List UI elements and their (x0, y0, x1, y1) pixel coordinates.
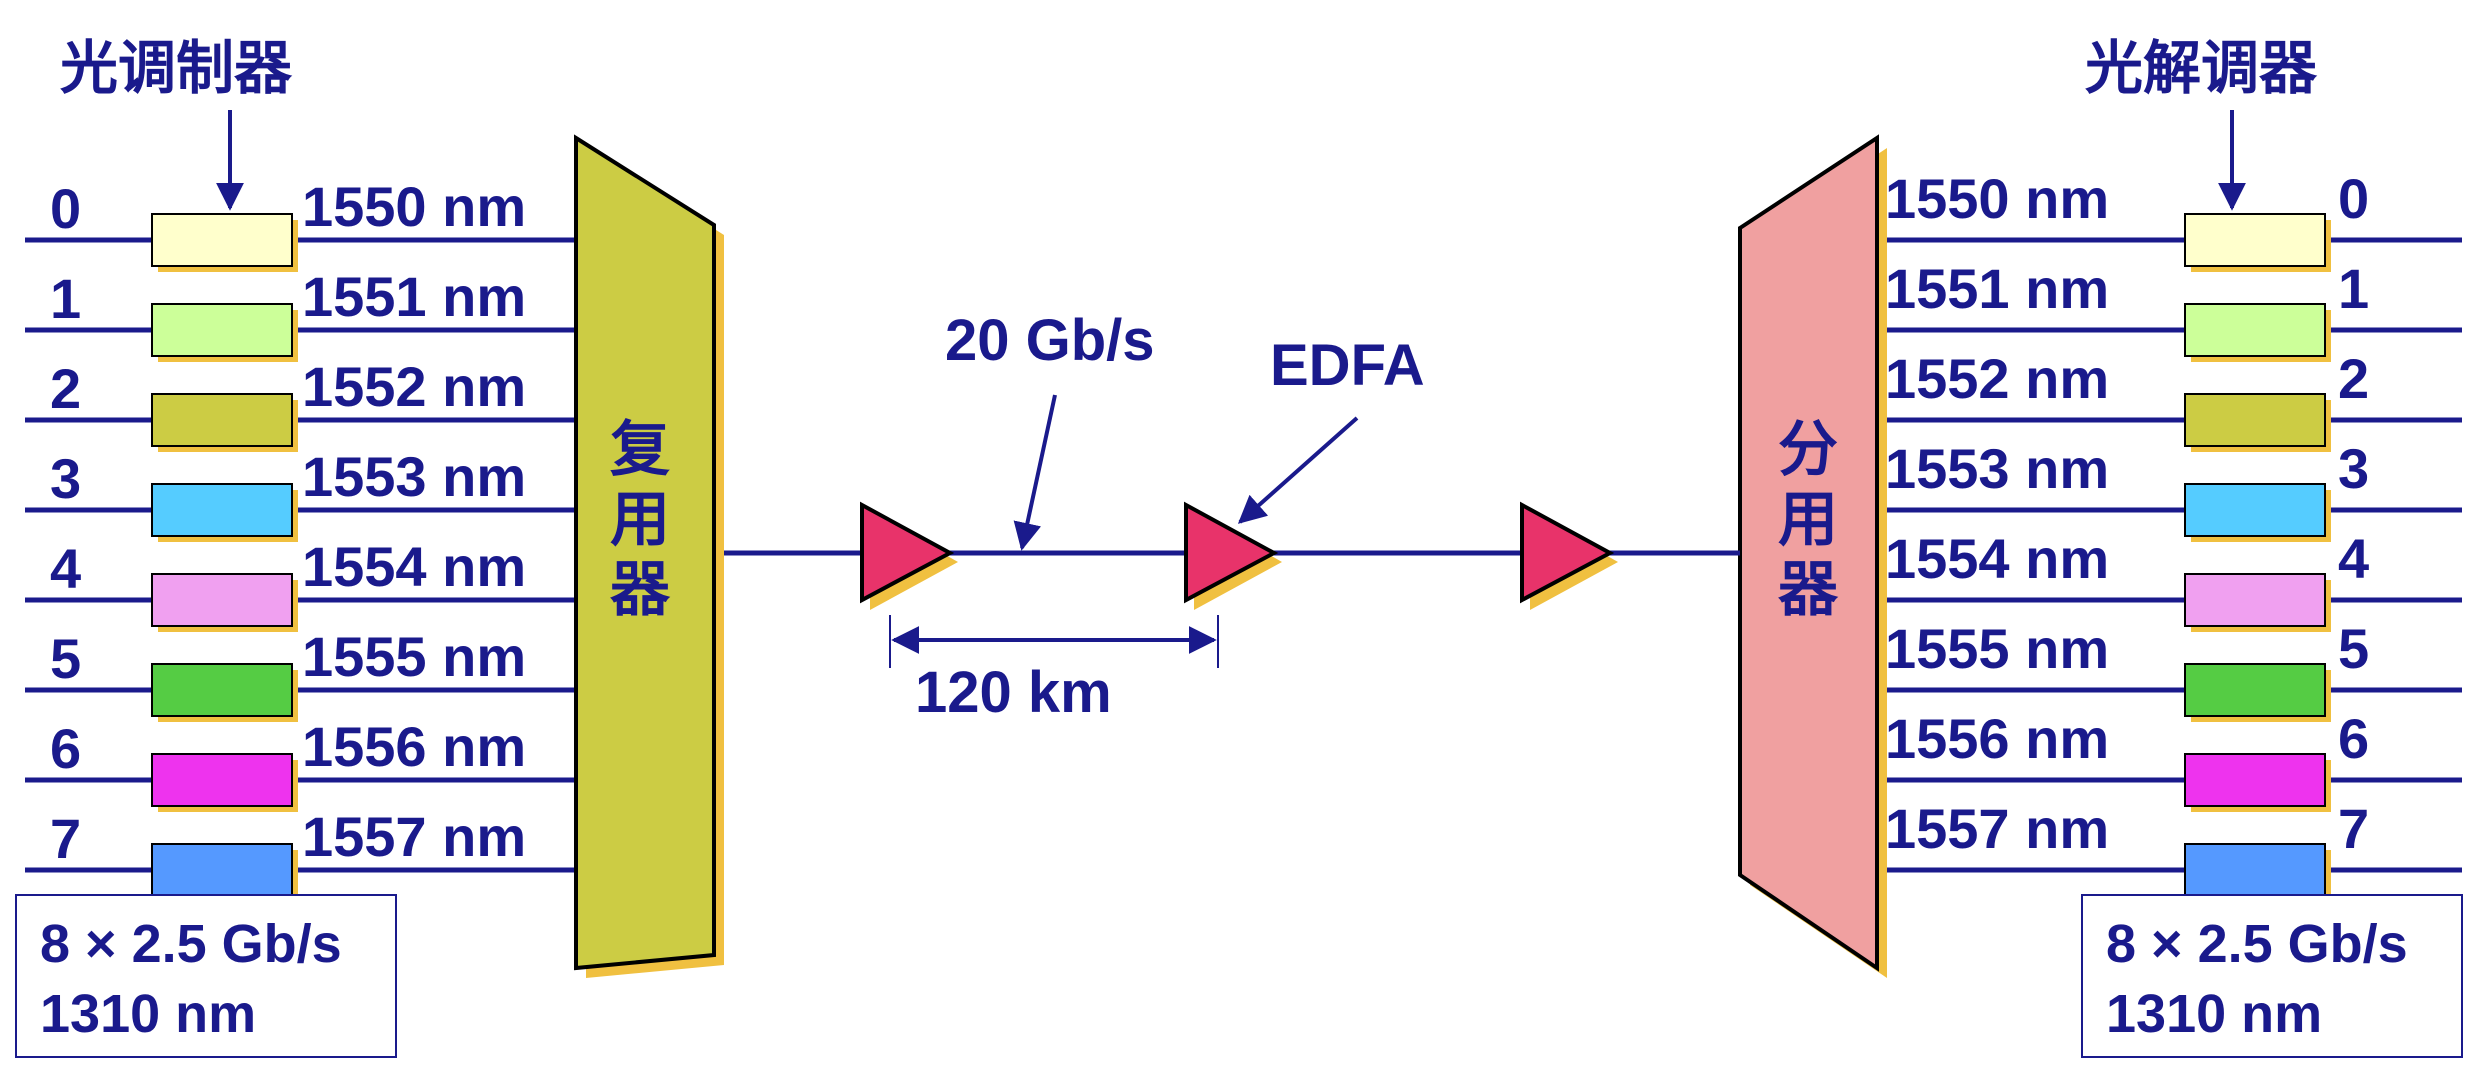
output-channel-number: 1 (2338, 257, 2369, 320)
output-spec-line1: 8 × 2.5 Gb/s (2106, 914, 2408, 974)
input-channel-number: 0 (50, 177, 81, 240)
demodulator-0 (2184, 213, 2326, 267)
output-channel-number: 5 (2338, 617, 2369, 680)
output-channel-number: 6 (2338, 707, 2369, 770)
input-channel-number: 4 (50, 537, 81, 600)
demodulator-3 (2184, 483, 2326, 537)
input-spec-box (15, 894, 397, 1058)
modulator-6 (151, 753, 293, 807)
output-channels: 0 1550 nm 1 1551 nm 2 1552 nm 3 1553 nm 4 1554 nm… (1877, 167, 2462, 902)
input-channel-number: 3 (50, 447, 81, 510)
input-wavelength-label: 1551 nm (302, 265, 526, 328)
demodulator-2 (2184, 393, 2326, 447)
modulator-label: 光调制器 (60, 34, 293, 102)
demultiplexer (1738, 134, 1879, 972)
edfa-pointer-arrow (1237, 416, 1359, 524)
output-channel-number: 2 (2338, 347, 2369, 410)
output-wavelength-label: 1551 nm (1885, 257, 2109, 320)
output-spec-line2: 1310 nm (2106, 984, 2322, 1044)
input-channel-number: 2 (50, 357, 81, 420)
output-channel-number: 3 (2338, 437, 2369, 500)
input-wavelength-label: 1556 nm (302, 715, 526, 778)
input-channel-number: 6 (50, 717, 81, 780)
input-wavelength-label: 1555 nm (302, 625, 526, 688)
output-channel-number: 0 (2338, 167, 2369, 230)
mux-char-2: 用 (610, 485, 670, 555)
input-channel-number: 1 (50, 267, 81, 330)
bitrate-label: 20 Gb/s (945, 308, 1155, 373)
input-channel-number: 7 (50, 807, 81, 870)
demodulator-5 (2184, 663, 2326, 717)
output-channel-number: 7 (2338, 797, 2369, 860)
input-wavelength-label: 1550 nm (302, 175, 526, 238)
demodulator-1 (2184, 303, 2326, 357)
input-spec-line1: 8 × 2.5 Gb/s (40, 914, 342, 974)
output-wavelength-label: 1553 nm (1885, 437, 2109, 500)
input-wavelength-label: 1557 nm (302, 805, 526, 868)
modulator-4 (151, 573, 293, 627)
mux-char-1: 复 (610, 415, 670, 485)
edfa-label: EDFA (1270, 333, 1425, 398)
distance-label: 120 km (915, 660, 1112, 725)
input-wavelength-label: 1554 nm (302, 535, 526, 598)
demodulator-6 (2184, 753, 2326, 807)
amplifier-1 (860, 501, 958, 610)
output-wavelength-label: 1550 nm (1885, 167, 2109, 230)
demux-char-2: 用 (1778, 485, 1838, 555)
modulator-7 (151, 843, 293, 897)
modulator-3 (151, 483, 293, 537)
output-spec-box (2081, 894, 2463, 1058)
output-wavelength-label: 1556 nm (1885, 707, 2109, 770)
amplifier-3 (1520, 501, 1618, 610)
demux-char-1: 分 (1778, 415, 1838, 485)
demodulator-label: 光解调器 (2085, 34, 2318, 102)
input-wavelength-label: 1552 nm (302, 355, 526, 418)
output-wavelength-label: 1555 nm (1885, 617, 2109, 680)
amplifier-2 (1184, 501, 1282, 610)
input-wavelength-label: 1553 nm (302, 445, 526, 508)
modulator-1 (151, 303, 293, 357)
output-wavelength-label: 1552 nm (1885, 347, 2109, 410)
input-channel-number: 5 (50, 627, 81, 690)
output-wavelength-label: 1554 nm (1885, 527, 2109, 590)
bitrate-pointer-arrow (1013, 394, 1057, 551)
modulator-0 (151, 213, 293, 267)
output-channel-number: 4 (2338, 527, 2369, 590)
multiplexer (574, 134, 716, 971)
modulator-2 (151, 393, 293, 447)
demodulator-4 (2184, 573, 2326, 627)
mux-char-3: 器 (610, 555, 671, 625)
output-wavelength-label: 1557 nm (1885, 797, 2109, 860)
modulator-5 (151, 663, 293, 717)
input-channels: 0 1550 nm 1 1551 nm 2 1552 nm 3 1553 nm 4 1554 nm… (25, 175, 576, 902)
demodulator-7 (2184, 843, 2326, 897)
demux-char-3: 器 (1778, 555, 1839, 625)
input-spec-line2: 1310 nm (40, 984, 256, 1044)
